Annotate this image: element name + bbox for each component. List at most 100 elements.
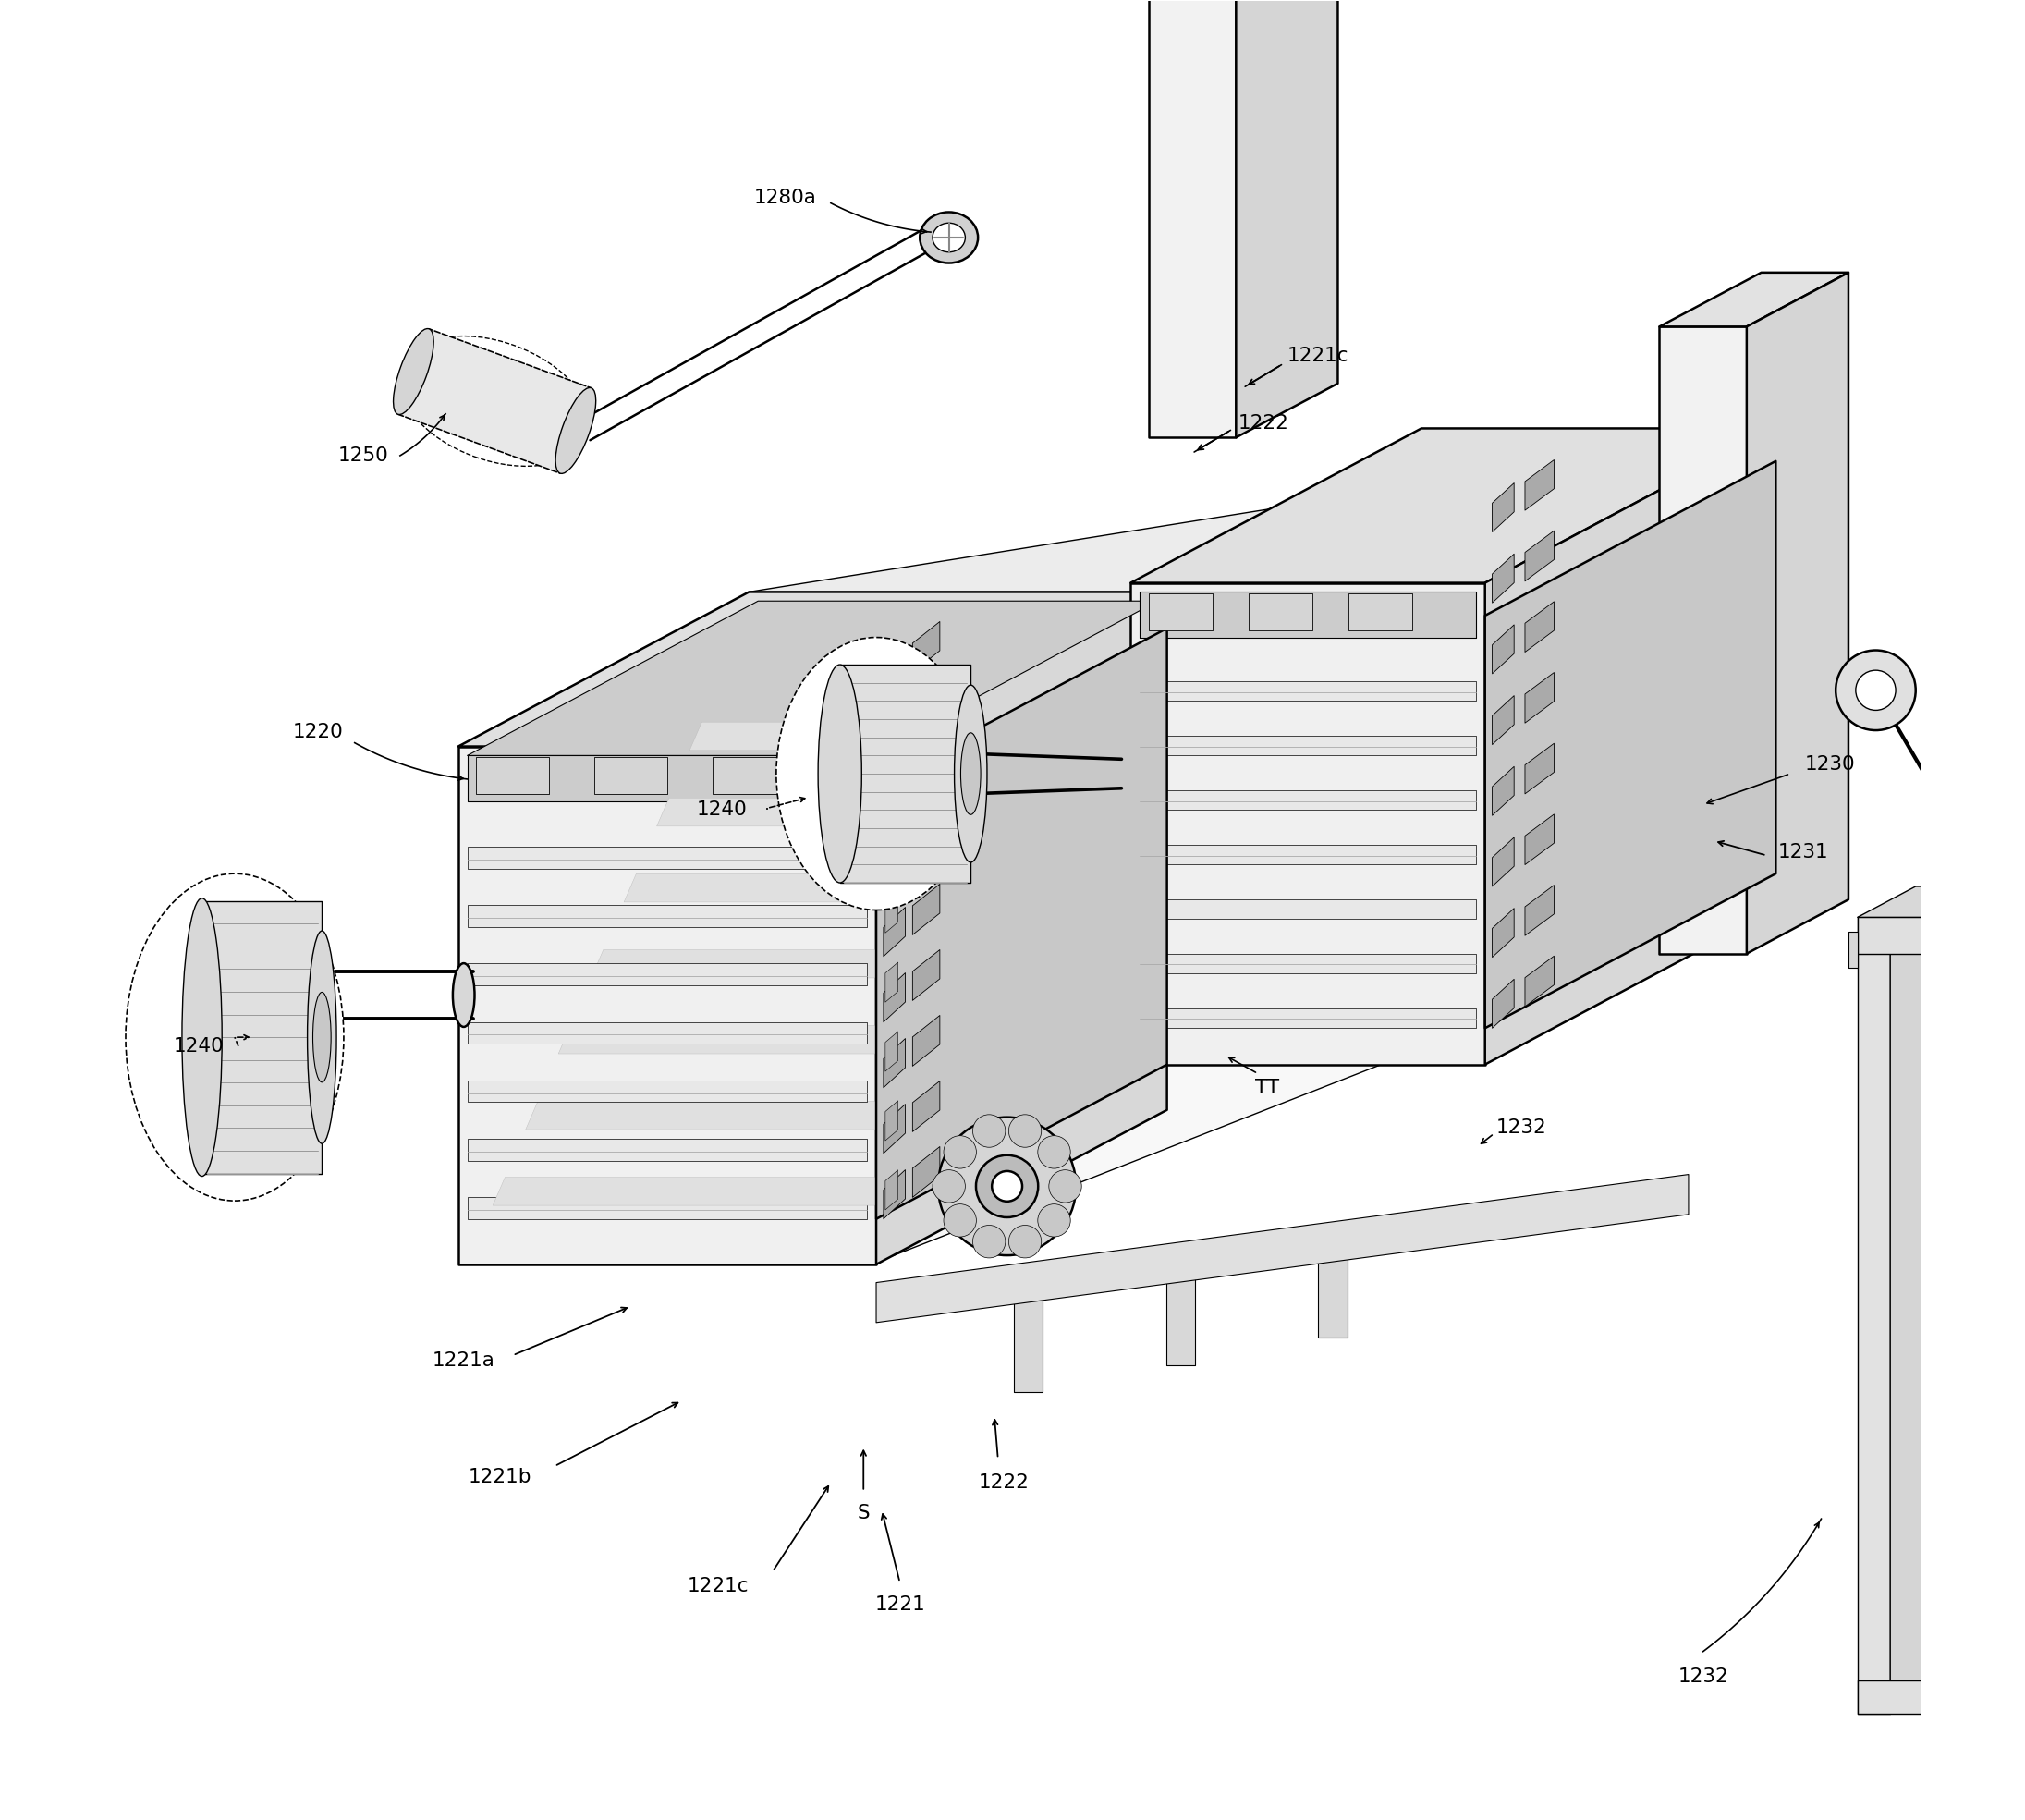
Polygon shape [1492, 695, 1515, 744]
Polygon shape [1318, 1241, 1347, 1338]
Polygon shape [885, 894, 897, 934]
Polygon shape [1525, 672, 1553, 723]
Ellipse shape [919, 213, 978, 264]
Ellipse shape [312, 992, 330, 1083]
Circle shape [1008, 1114, 1041, 1147]
Text: 1232: 1232 [1679, 1667, 1729, 1685]
Circle shape [992, 1170, 1023, 1201]
Polygon shape [1140, 592, 1476, 637]
Polygon shape [883, 974, 905, 1023]
Polygon shape [1492, 979, 1515, 1028]
Polygon shape [877, 1174, 1689, 1323]
Text: 1222: 1222 [1237, 413, 1288, 431]
Circle shape [972, 1225, 1006, 1258]
Ellipse shape [555, 388, 595, 473]
Polygon shape [468, 846, 867, 868]
Polygon shape [1140, 954, 1476, 974]
Circle shape [944, 1136, 976, 1168]
Polygon shape [877, 592, 1166, 1265]
Text: TT: TT [1256, 1079, 1280, 1097]
Polygon shape [883, 1105, 905, 1154]
Ellipse shape [934, 224, 966, 253]
Polygon shape [1140, 899, 1476, 919]
Polygon shape [1166, 1269, 1195, 1365]
Polygon shape [691, 723, 1102, 750]
Text: 1222: 1222 [978, 1472, 1029, 1492]
Text: S: S [857, 1503, 871, 1523]
Polygon shape [1349, 593, 1411, 630]
Polygon shape [468, 1021, 867, 1043]
Circle shape [934, 1170, 966, 1203]
Polygon shape [1525, 743, 1553, 794]
Polygon shape [913, 885, 940, 935]
Polygon shape [885, 755, 897, 794]
Polygon shape [1148, 0, 1235, 437]
Polygon shape [468, 755, 867, 801]
Polygon shape [1492, 482, 1515, 531]
Text: 1221b: 1221b [468, 1467, 533, 1487]
Polygon shape [1525, 814, 1553, 864]
Polygon shape [1525, 956, 1553, 1006]
Polygon shape [1658, 273, 1849, 326]
Text: 1231: 1231 [1778, 843, 1829, 861]
Polygon shape [1484, 460, 1776, 1028]
Circle shape [1049, 1170, 1081, 1203]
Polygon shape [1015, 1296, 1043, 1392]
Polygon shape [468, 905, 867, 926]
Polygon shape [885, 686, 897, 724]
Text: 1221c: 1221c [686, 1576, 749, 1596]
Text: 1230: 1230 [1804, 755, 1855, 774]
Polygon shape [1140, 1008, 1476, 1028]
Polygon shape [458, 592, 1166, 746]
Polygon shape [1857, 1680, 2021, 1713]
Text: 1221a: 1221a [431, 1352, 494, 1370]
Circle shape [944, 1205, 976, 1238]
Text: 1221: 1221 [875, 1594, 925, 1614]
Polygon shape [871, 428, 1776, 1265]
Ellipse shape [182, 899, 223, 1176]
Polygon shape [468, 1198, 867, 1219]
Polygon shape [749, 592, 1166, 1110]
Polygon shape [468, 601, 1158, 755]
Polygon shape [1492, 624, 1515, 673]
Polygon shape [1140, 681, 1476, 701]
Polygon shape [883, 710, 905, 759]
Polygon shape [2021, 1059, 2025, 1713]
Polygon shape [913, 753, 940, 804]
Polygon shape [595, 757, 666, 794]
Ellipse shape [776, 637, 976, 910]
Polygon shape [877, 628, 1166, 1219]
Polygon shape [1140, 844, 1476, 864]
Polygon shape [1658, 326, 1748, 954]
Ellipse shape [126, 874, 344, 1201]
Polygon shape [883, 1039, 905, 1088]
Text: 1221c: 1221c [1288, 346, 1349, 366]
Polygon shape [492, 1178, 905, 1205]
Polygon shape [1492, 766, 1515, 815]
Text: 1240: 1240 [697, 801, 747, 819]
Polygon shape [913, 1081, 940, 1132]
Ellipse shape [454, 963, 474, 1026]
Polygon shape [913, 819, 940, 870]
Polygon shape [1492, 908, 1515, 957]
Polygon shape [913, 622, 940, 672]
Polygon shape [883, 841, 905, 890]
Polygon shape [913, 1147, 940, 1198]
Polygon shape [1857, 886, 2025, 917]
Text: 1250: 1250 [338, 446, 389, 464]
Polygon shape [656, 797, 1069, 826]
Text: 1280a: 1280a [753, 187, 816, 207]
Polygon shape [885, 963, 897, 1003]
Polygon shape [1525, 460, 1553, 510]
Circle shape [972, 1114, 1006, 1147]
Polygon shape [1748, 273, 1849, 954]
Polygon shape [1857, 917, 2021, 954]
Polygon shape [749, 428, 1776, 1110]
Polygon shape [1130, 428, 1776, 582]
Polygon shape [1422, 428, 1776, 910]
Circle shape [1855, 670, 1895, 710]
Polygon shape [1484, 428, 1776, 1065]
Ellipse shape [393, 329, 433, 415]
Polygon shape [399, 329, 591, 473]
Circle shape [1008, 1225, 1041, 1258]
